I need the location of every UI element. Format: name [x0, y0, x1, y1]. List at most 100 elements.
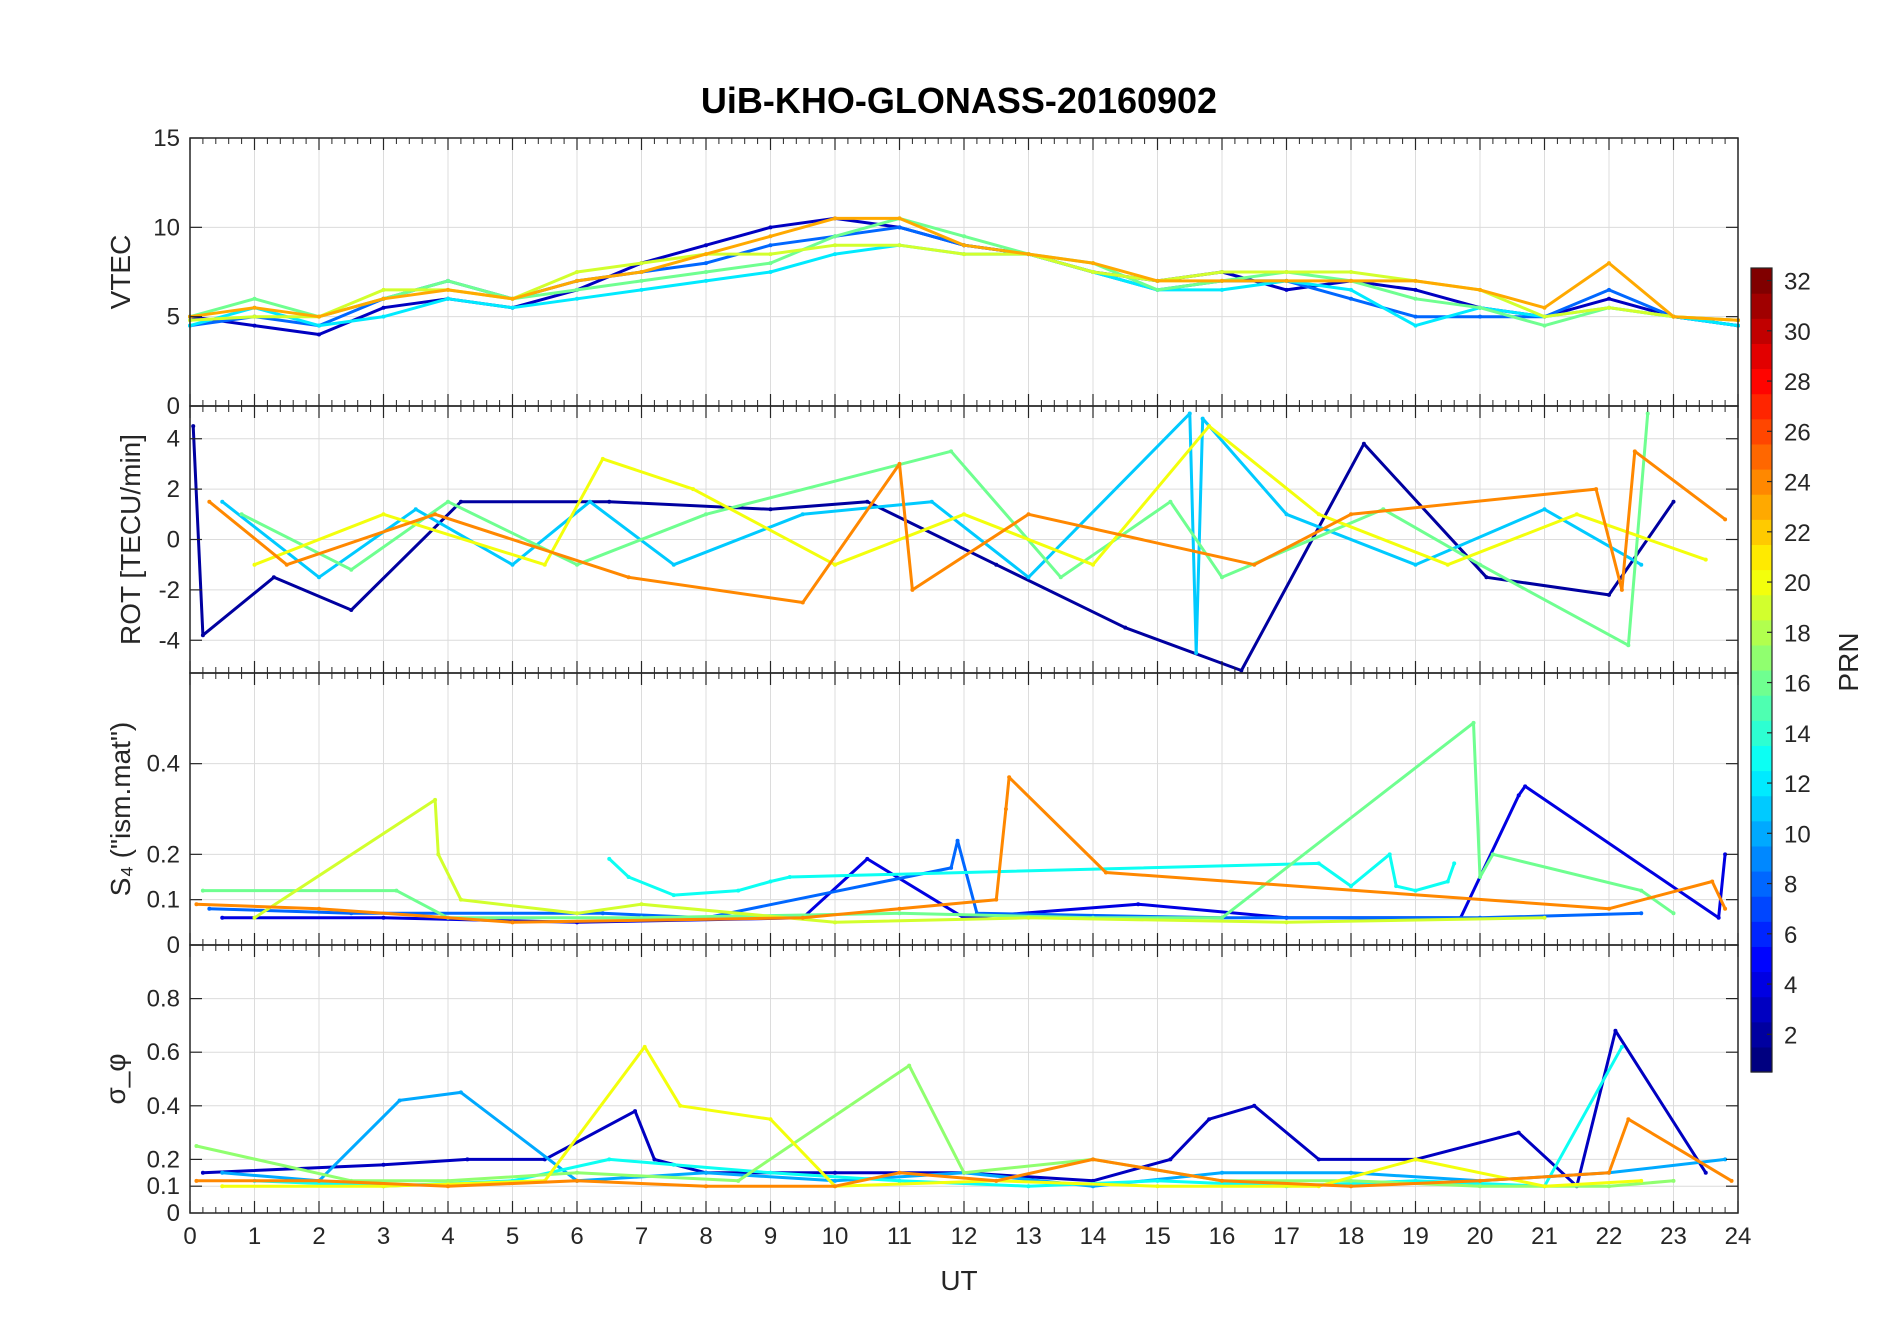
- data-point: [600, 456, 605, 461]
- series-line-prn-10: [222, 1090, 1726, 1188]
- data-point: [1007, 775, 1012, 780]
- colorbar-tick-label: 22: [1784, 520, 1811, 547]
- data-point: [575, 911, 579, 916]
- data-point: [510, 296, 515, 301]
- data-point: [1103, 870, 1108, 875]
- x-tick-label: 17: [1273, 1223, 1300, 1250]
- data-point: [1607, 287, 1611, 292]
- data-point: [929, 499, 934, 504]
- data-point: [1155, 278, 1160, 283]
- data-point: [1703, 557, 1708, 562]
- series-line-prn-11: [221, 412, 1643, 655]
- series-line-prn-13: [254, 1046, 1624, 1188]
- data-point: [587, 499, 592, 504]
- data-point: [1349, 1170, 1353, 1175]
- data-point: [575, 1170, 579, 1175]
- data-point: [1478, 314, 1482, 319]
- data-point: [1619, 587, 1624, 592]
- colorbar-segment: [1751, 619, 1772, 646]
- colorbar-segment: [1751, 770, 1772, 797]
- data-point: [768, 507, 773, 512]
- data-point: [1478, 287, 1482, 292]
- data-point: [994, 562, 999, 567]
- data-point: [1349, 512, 1353, 517]
- data-point: [220, 1170, 225, 1175]
- data-point: [1220, 287, 1224, 292]
- y-tick-label: 0: [167, 393, 180, 420]
- x-tick-label: 16: [1209, 1223, 1236, 1250]
- data-point: [800, 512, 805, 517]
- data-point: [897, 461, 902, 466]
- data-point: [1413, 562, 1418, 567]
- data-point: [1220, 915, 1224, 920]
- data-point: [1316, 512, 1321, 517]
- data-point: [1026, 575, 1031, 580]
- series-line-prn-24: [196, 775, 1727, 924]
- series-line-prn-24: [208, 449, 1727, 604]
- colorbar-segment: [1751, 795, 1772, 822]
- data-point: [1220, 1170, 1224, 1175]
- y-tick-label: 0.2: [147, 841, 180, 868]
- colorbar-segment: [1751, 820, 1772, 847]
- colorbar-tick-label: 18: [1784, 620, 1811, 647]
- data-point: [1284, 512, 1289, 517]
- data-point: [1542, 305, 1547, 310]
- data-point: [271, 575, 276, 580]
- data-point: [1413, 1157, 1418, 1162]
- data-point: [458, 897, 463, 902]
- x-tick-label: 4: [441, 1223, 454, 1250]
- data-point: [833, 234, 837, 239]
- data-point: [1703, 1170, 1708, 1175]
- data-point: [671, 1162, 676, 1167]
- data-point: [1607, 592, 1611, 597]
- x-tick-label: 6: [570, 1223, 583, 1250]
- data-point: [252, 562, 257, 567]
- data-point: [458, 499, 463, 504]
- colorbar-segment: [1751, 318, 1772, 344]
- data-point: [704, 243, 708, 248]
- data-point: [1645, 411, 1650, 416]
- data-point: [1155, 287, 1160, 292]
- data-point: [607, 856, 612, 861]
- data-point: [1026, 252, 1031, 257]
- x-tick-label: 22: [1596, 1223, 1623, 1250]
- data-point: [1413, 278, 1418, 283]
- data-point: [1026, 512, 1031, 517]
- data-point: [1542, 915, 1547, 920]
- data-point: [1716, 915, 1721, 920]
- data-point: [252, 915, 257, 920]
- data-point: [252, 296, 257, 301]
- data-point: [317, 1178, 321, 1183]
- data-point: [381, 512, 386, 517]
- data-point: [1349, 1178, 1353, 1183]
- data-point: [639, 287, 644, 292]
- colorbar-segment: [1751, 1021, 1772, 1048]
- data-point: [678, 1103, 683, 1108]
- data-point: [1207, 424, 1212, 429]
- colorbar-segment: [1751, 494, 1772, 520]
- data-point: [949, 865, 954, 870]
- data-point: [787, 875, 792, 879]
- panel-sigma: 00.10.2 0.4 0.6 0.8 σ_φ: [100, 944, 1739, 1227]
- data-point: [1220, 270, 1224, 274]
- data-point: [349, 608, 354, 613]
- y-tick-label: 0.2: [147, 1146, 180, 1173]
- data-point: [1723, 1157, 1728, 1162]
- colorbar-segment: [1751, 921, 1772, 947]
- data-point: [1574, 512, 1579, 517]
- chart-title: UiB-KHO-GLONASS-20160902: [701, 80, 1217, 121]
- data-point: [962, 252, 966, 257]
- data-point: [1542, 507, 1547, 512]
- colorbar-segment: [1751, 544, 1772, 571]
- colorbar-segment: [1751, 268, 1772, 294]
- data-point: [381, 305, 386, 310]
- data-point: [1490, 852, 1495, 857]
- colorbar-tick-label: 12: [1784, 771, 1811, 798]
- data-point: [1619, 1044, 1624, 1049]
- x-tick-label: 18: [1338, 1223, 1365, 1250]
- data-point: [1316, 861, 1321, 866]
- data-point: [607, 1157, 612, 1162]
- data-point: [1413, 323, 1418, 328]
- y-tick-label: -4: [159, 627, 180, 654]
- data-point: [1387, 852, 1392, 857]
